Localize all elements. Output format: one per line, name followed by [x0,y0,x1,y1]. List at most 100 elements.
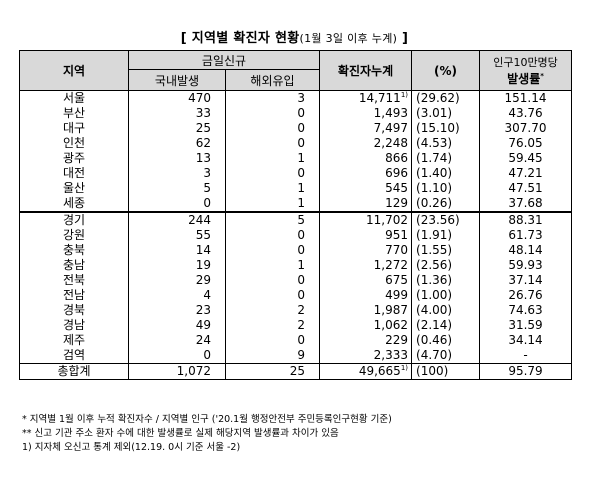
rate-cell: 74.63 [479,303,573,318]
table-row: 대구 25 0 7,497 (15.10) 307.70 [19,121,573,136]
region-cell: 검역 [19,348,129,364]
region-cell: 충북 [19,243,129,258]
cumulative-cell: 129 [319,196,413,212]
region-cell: 대구 [19,121,129,136]
rate-cell: 26.76 [479,288,573,303]
region-cell: 제주 [19,333,129,348]
cumulative-cell: 1,493 [319,106,413,121]
cumulative-value: 696 [385,166,409,180]
region-cell: 경북 [19,303,129,318]
percent-cell: (23.56) [411,211,481,228]
table-body: 서울 470 3 14,7111) (29.62) 151.14 부산 33 0 1,493 (3.… [19,90,573,380]
footnote-2: ** 신고 기관 주소 환자 수에 대한 발생률로 실제 해당지역 발생률과 차… [22,428,339,439]
overseas-cell: 1 [224,151,321,166]
region-cell: 총합계 [19,363,129,380]
overseas-cell: 25 [224,363,321,380]
rate-cell: 307.70 [479,121,573,136]
cumulative-value: 2,248 [373,136,409,150]
percent-cell: (29.62) [411,90,481,106]
domestic-cell: 470 [128,90,226,106]
table-row: 경남 49 2 1,062 (2.14) 31.59 [19,318,573,333]
domestic-cell: 14 [128,243,226,258]
cumulative-cell: 866 [319,151,413,166]
header-rate-bottom: 발생률* [480,71,571,88]
percent-cell: (1.74) [411,151,481,166]
table-row: 인천 62 0 2,248 (4.53) 76.05 [19,136,573,151]
domestic-cell: 1,072 [128,363,226,380]
overseas-cell: 0 [224,228,321,243]
domestic-cell: 5 [128,181,226,196]
cumulative-cell: 2,248 [319,136,413,151]
header-domestic: 국내발생 [128,69,226,91]
cumulative-value: 866 [385,151,409,165]
cumulative-value: 2,333 [373,348,409,362]
percent-cell: (15.10) [411,121,481,136]
title-sub: (1월 3일 이후 누계) [299,32,398,45]
header-region: 지역 [19,50,129,91]
domestic-cell: 13 [128,151,226,166]
domestic-cell: 55 [128,228,226,243]
table-row: 경북 23 2 1,987 (4.00) 74.63 [19,303,573,318]
table-row: 제주 24 0 229 (0.46) 34.14 [19,333,573,348]
overseas-cell: 0 [224,166,321,181]
overseas-cell: 0 [224,333,321,348]
cumulative-value: 1,493 [373,106,409,120]
footnote-3: 1) 지자체 오신고 통계 제외(12.19. 0시 기준 서울 -2) [22,442,241,453]
header-percent: (%) [411,50,481,91]
cumulative-value: 1,272 [373,258,409,272]
cumulative-cell: 7,497 [319,121,413,136]
rate-cell: 48.14 [479,243,573,258]
cumulative-cell: 770 [319,243,413,258]
region-cell: 인천 [19,136,129,151]
table-row: 세종 0 1 129 (0.26) 37.68 [19,196,573,212]
table-row: 경기 244 5 11,702 (23.56) 88.31 [19,211,573,228]
cumulative-cell: 2,333 [319,348,413,364]
percent-cell: (4.00) [411,303,481,318]
footnote-mark: 1) [400,91,409,99]
percent-cell: (2.14) [411,318,481,333]
cumulative-cell: 11,702 [319,211,413,228]
overseas-cell: 9 [224,348,321,364]
cumulative-value: 1,062 [373,318,409,332]
percent-cell: (1.36) [411,273,481,288]
cumulative-value: 14,711 [358,91,401,105]
rate-cell: 59.45 [479,151,573,166]
domestic-cell: 4 [128,288,226,303]
overseas-cell: 3 [224,90,321,106]
percent-cell: (100) [411,363,481,380]
cumulative-cell: 675 [319,273,413,288]
domestic-cell: 25 [128,121,226,136]
overseas-cell: 0 [224,243,321,258]
overseas-cell: 0 [224,288,321,303]
table-row: 부산 33 0 1,493 (3.01) 43.76 [19,106,573,121]
overseas-cell: 2 [224,318,321,333]
percent-cell: (0.46) [411,333,481,348]
header-rate-top: 인구10만명당 [493,55,558,69]
rate-cell: 59.93 [479,258,573,273]
domestic-cell: 19 [128,258,226,273]
cumulative-value: 951 [385,228,409,242]
cumulative-cell: 1,062 [319,318,413,333]
region-cell: 울산 [19,181,129,196]
overseas-cell: 0 [224,121,321,136]
table-row: 충남 19 1 1,272 (2.56) 59.93 [19,258,573,273]
table-row: 울산 5 1 545 (1.10) 47.51 [19,181,573,196]
cumulative-cell: 1,987 [319,303,413,318]
cumulative-cell: 499 [319,288,413,303]
rate-cell: 47.21 [479,166,573,181]
table-title: [ 지역별 확진자 현황(1월 3일 이후 누계) ] [0,27,589,46]
overseas-cell: 1 [224,258,321,273]
overseas-cell: 1 [224,196,321,212]
region-cases-table: 지역 금일신규 확진자누계 (%) 인구10만명당 발생률* 국내발생 해외유입… [19,50,573,380]
table-row: 충북 14 0 770 (1.55) 48.14 [19,243,573,258]
region-cell: 충남 [19,258,129,273]
rate-cell: 34.14 [479,333,573,348]
rate-cell: 37.14 [479,273,573,288]
cumulative-cell: 545 [319,181,413,196]
rate-cell: 47.51 [479,181,573,196]
cumulative-cell: 696 [319,166,413,181]
rate-cell: 88.31 [479,211,573,228]
percent-cell: (4.53) [411,136,481,151]
rate-cell: 43.76 [479,106,573,121]
domestic-cell: 23 [128,303,226,318]
